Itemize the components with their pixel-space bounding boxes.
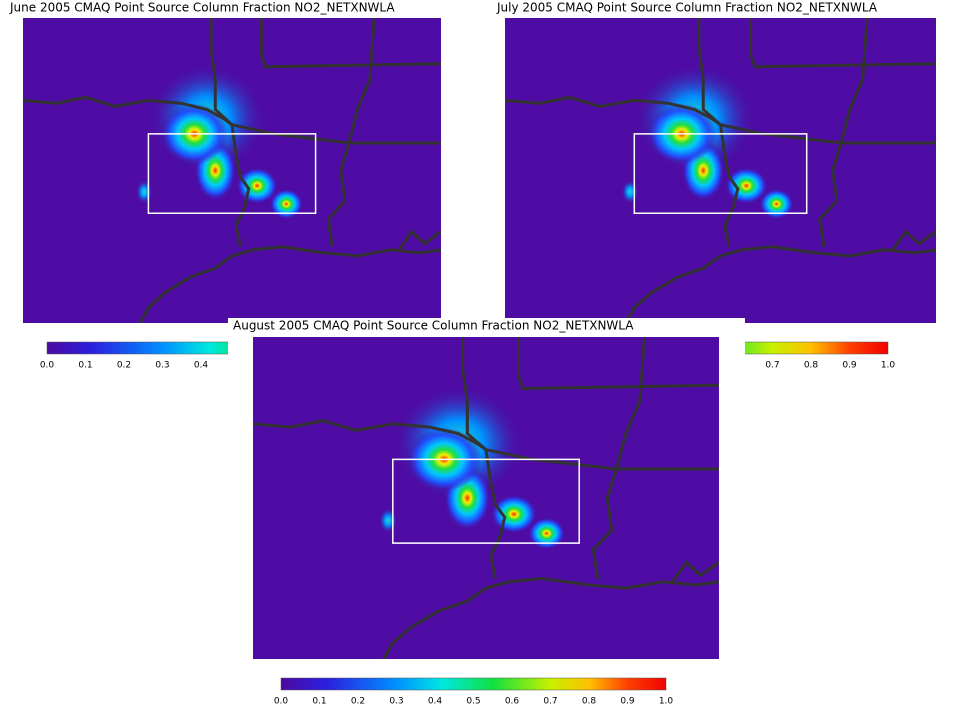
colorbar-tick-label: 0.7 <box>765 361 779 371</box>
map-panel <box>505 18 936 323</box>
boundary <box>463 337 486 450</box>
boundary <box>841 18 867 143</box>
colorbar-tick-label: 0.9 <box>842 361 857 371</box>
boundary <box>593 469 616 578</box>
boundary <box>672 562 719 581</box>
plume <box>490 494 538 534</box>
map-panel <box>23 18 441 323</box>
plume <box>135 179 153 205</box>
plume <box>759 188 794 220</box>
boundary <box>699 18 721 125</box>
boundary <box>399 232 441 250</box>
colorbar-tick-label: 0.1 <box>312 697 326 707</box>
boundary <box>626 247 936 323</box>
colorbar-tick-label: 0.0 <box>274 697 289 707</box>
colorbar-tick-label: 0.3 <box>389 697 403 707</box>
colorbar-tick-label: 0.4 <box>194 361 209 371</box>
boundary <box>328 143 349 247</box>
boundary <box>383 579 719 660</box>
boundary <box>253 421 486 450</box>
boundary <box>721 125 738 247</box>
boundary <box>893 232 936 250</box>
panel-title: July 2005 CMAQ Point Source Column Fract… <box>496 1 878 15</box>
boundary <box>721 125 937 143</box>
colorbar-tick-label: 0.6 <box>505 697 520 707</box>
boundary <box>820 143 842 247</box>
plume <box>527 517 566 550</box>
colorbar-tick-label: 0.0 <box>40 361 55 371</box>
map-panel <box>253 337 719 659</box>
boundary <box>751 18 936 67</box>
panel-title: August 2005 CMAQ Point Source Column Fra… <box>233 319 634 333</box>
colorbar-tick-label: 1.0 <box>881 361 896 371</box>
boundary <box>486 450 719 469</box>
boundary <box>232 125 441 143</box>
region-box <box>148 134 315 213</box>
colorbar <box>280 677 667 691</box>
boundary <box>23 97 232 124</box>
colorbar-tick-label: 0.3 <box>155 361 169 371</box>
boundary <box>232 125 249 247</box>
boundary <box>616 337 644 469</box>
plume <box>269 188 304 220</box>
boundary <box>211 18 232 125</box>
boundary <box>261 18 441 67</box>
colorbar-tick-label: 0.9 <box>620 697 635 707</box>
colorbar-tick-label: 0.2 <box>117 361 131 371</box>
colorbar-tick-label: 0.7 <box>543 697 557 707</box>
colorbar-tick-label: 0.2 <box>351 697 365 707</box>
boundary <box>140 247 441 323</box>
colorbar-tick-label: 1.0 <box>659 697 674 707</box>
plume <box>236 167 278 205</box>
boundary <box>349 18 374 143</box>
region-box <box>634 134 806 213</box>
plume <box>724 167 768 205</box>
colorbar-tick-label: 0.8 <box>804 361 819 371</box>
colorbar-tick-label: 0.4 <box>428 697 443 707</box>
colorbar-tick-label: 0.5 <box>466 697 480 707</box>
boundary <box>505 97 721 124</box>
boundary <box>519 337 719 389</box>
boundary <box>486 450 505 579</box>
panel-title: June 2005 CMAQ Point Source Column Fract… <box>9 1 395 15</box>
colorbar-tick-label: 0.1 <box>78 361 92 371</box>
region-box <box>393 459 579 543</box>
plume <box>621 179 639 205</box>
plume <box>378 507 398 534</box>
colorbar-tick-label: 0.8 <box>582 697 597 707</box>
